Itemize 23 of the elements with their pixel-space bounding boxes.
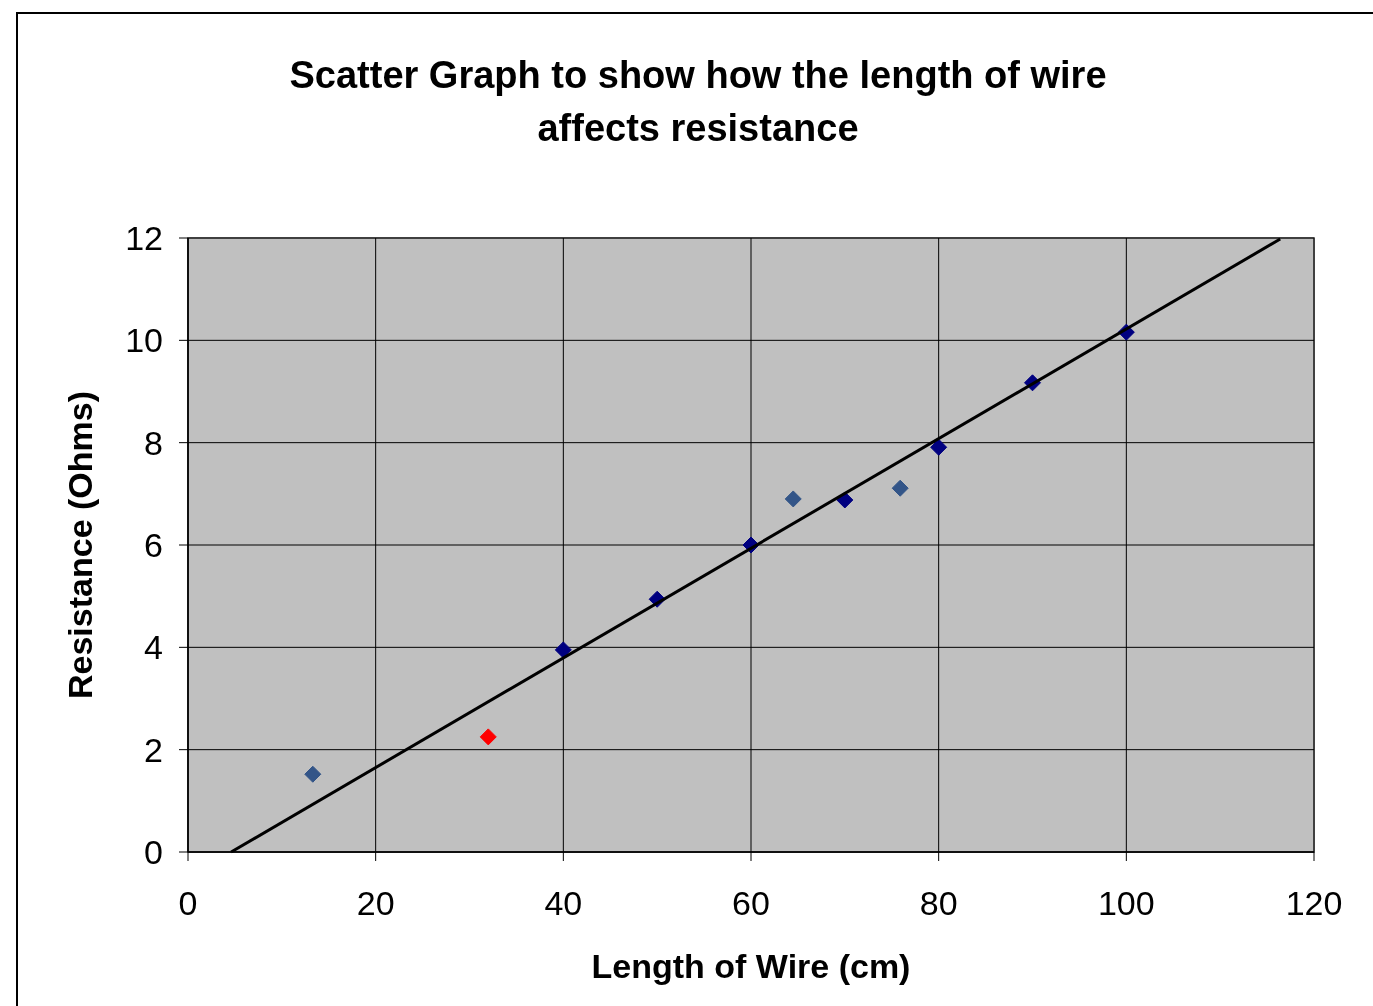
point — [891, 479, 909, 497]
y-tick-label: 6 — [144, 526, 163, 564]
x-tick-label: 80 — [919, 884, 958, 922]
chart-title: Scatter Graph to show how the length of wire affects resistance — [289, 54, 1107, 149]
point — [784, 490, 802, 508]
x-tick-label: 40 — [544, 884, 583, 922]
y-axis-title: Resistance (Ohms) — [61, 391, 99, 699]
y-tick-label: 4 — [144, 628, 163, 667]
y-tick-label: 2 — [144, 730, 163, 769]
y-tick-label: 12 — [125, 219, 163, 257]
y-tick-label: 10 — [125, 321, 163, 360]
x-tick-label: 0 — [178, 884, 198, 922]
point — [930, 438, 948, 456]
point — [479, 728, 497, 746]
point — [304, 765, 322, 783]
point — [554, 641, 572, 659]
x-tick-label: 60 — [732, 884, 770, 922]
x-tick-label: 120 — [1285, 884, 1343, 922]
y-tick-label: 0 — [144, 833, 163, 871]
x-axis-title: Length of Wire (cm) — [591, 947, 911, 985]
x-tick-label: 20 — [356, 884, 395, 922]
y-tick-label: 8 — [144, 423, 163, 462]
x-tick-label: 100 — [1097, 884, 1155, 922]
